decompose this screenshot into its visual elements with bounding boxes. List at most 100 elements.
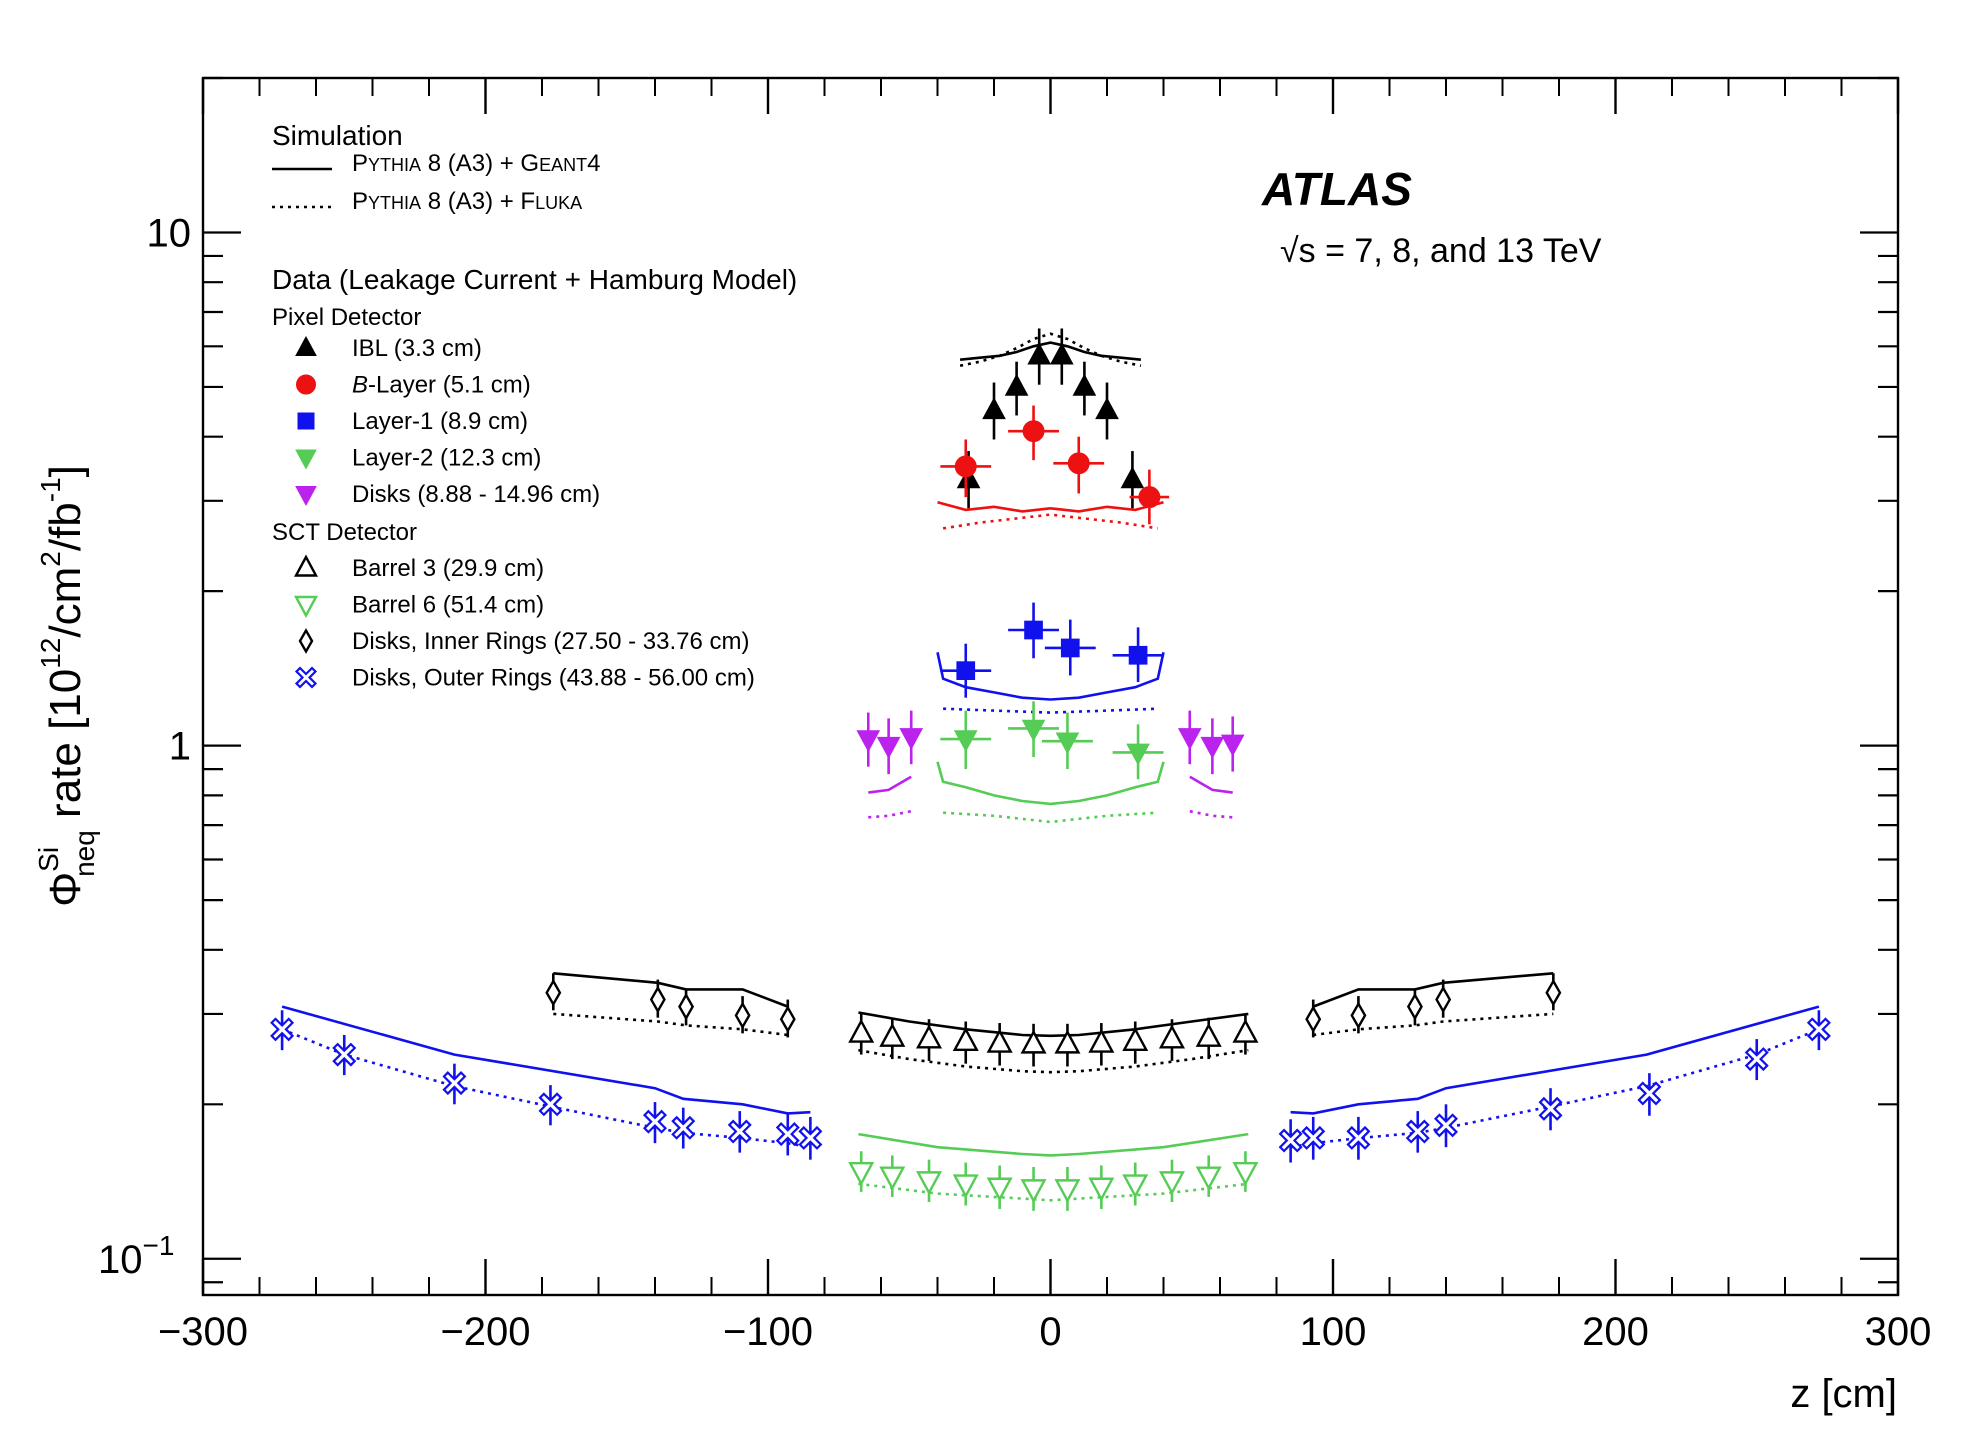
sim-fluka-line bbox=[943, 707, 1158, 714]
data-point bbox=[1433, 1113, 1459, 1138]
data-point bbox=[1405, 1119, 1430, 1144]
data-point bbox=[876, 736, 901, 759]
data-point bbox=[1021, 719, 1046, 742]
data-point bbox=[986, 1028, 1013, 1053]
legend-sct-label: Disks, Inner Rings (27.50 - 33.76 cm) bbox=[352, 628, 750, 655]
legend-marker bbox=[297, 412, 315, 430]
data-point bbox=[986, 1177, 1013, 1202]
data-point bbox=[1054, 1029, 1081, 1054]
data-point bbox=[952, 1026, 979, 1052]
data-point bbox=[538, 1092, 563, 1117]
data-point bbox=[1022, 420, 1045, 443]
data-point bbox=[1195, 1166, 1222, 1191]
data-point bbox=[1049, 342, 1074, 365]
x-tick-label: −300 bbox=[158, 1310, 248, 1354]
sim-geant4-line bbox=[858, 1132, 1249, 1157]
sim-geant4-line bbox=[937, 501, 1164, 513]
series-ibl bbox=[956, 328, 1145, 509]
data-point bbox=[1406, 992, 1423, 1021]
data-point bbox=[1435, 985, 1452, 1014]
x-tick-label: 200 bbox=[1582, 1310, 1649, 1354]
legend-marker bbox=[295, 335, 317, 356]
data-point bbox=[1122, 1174, 1149, 1199]
legend-sct-label: Barrel 6 (51.4 cm) bbox=[352, 592, 544, 619]
series-diskouter bbox=[270, 1005, 1831, 1163]
data-point bbox=[1158, 1171, 1185, 1196]
legend-pixel-label: Layer-2 (12.3 cm) bbox=[352, 445, 541, 472]
data-point bbox=[727, 1119, 752, 1144]
data-point bbox=[956, 466, 981, 489]
legend-marker bbox=[295, 486, 317, 507]
sim-fluka-line bbox=[858, 1182, 1249, 1202]
data-point bbox=[1095, 397, 1119, 420]
data-point bbox=[1305, 1005, 1322, 1034]
sim-geant4-line bbox=[936, 761, 1165, 806]
series-barrel6 bbox=[848, 1132, 1259, 1211]
data-point bbox=[1126, 743, 1150, 766]
legend-sim-label: PYTHIA 8 (A3) + FLUKA bbox=[352, 188, 582, 215]
series-layer1 bbox=[936, 602, 1165, 714]
data-point bbox=[848, 1018, 875, 1043]
data-point bbox=[1545, 978, 1562, 1007]
sim-geant4-line bbox=[281, 1005, 811, 1115]
legend-sim-label-text: PYTHIA 8 (A3) + GEANT4 bbox=[352, 150, 601, 177]
data-point bbox=[1128, 645, 1148, 665]
data-point bbox=[1138, 486, 1161, 509]
data-point bbox=[1067, 452, 1090, 475]
data-point bbox=[678, 992, 695, 1021]
legend-pixel-label: Layer-1 (8.9 cm) bbox=[352, 408, 528, 435]
series-barrel3 bbox=[848, 1011, 1259, 1074]
data-point bbox=[1055, 732, 1080, 755]
data-point bbox=[1027, 342, 1052, 365]
data-point bbox=[1637, 1081, 1662, 1106]
data-point bbox=[442, 1071, 467, 1096]
x-tick-label: 300 bbox=[1865, 1310, 1932, 1354]
data-point bbox=[856, 730, 881, 753]
data-point bbox=[270, 1017, 295, 1042]
x-tick-label: 0 bbox=[1039, 1310, 1061, 1354]
series-pixdisks bbox=[856, 710, 1245, 819]
legend-sct-header: SCT Detector bbox=[272, 519, 417, 546]
data-point bbox=[953, 730, 978, 753]
legend-pixel-label: B-Layer (5.1 cm) bbox=[352, 372, 531, 399]
x-tick-label: 100 bbox=[1300, 1310, 1367, 1354]
plot-area bbox=[270, 328, 1831, 1211]
series-layer2 bbox=[936, 701, 1165, 824]
data-point bbox=[642, 1109, 668, 1134]
data-point bbox=[734, 1001, 751, 1030]
legend-simulation-header: Simulation bbox=[272, 120, 403, 151]
legend-sct-label: Barrel 3 (29.9 cm) bbox=[352, 555, 544, 582]
data-point bbox=[545, 978, 562, 1007]
data-point bbox=[1232, 1018, 1259, 1043]
x-tick-label: −200 bbox=[440, 1310, 530, 1354]
data-point bbox=[1088, 1028, 1115, 1053]
data-point bbox=[1744, 1047, 1769, 1072]
data-point bbox=[1122, 1026, 1149, 1052]
legend-pixel-label: IBL (3.3 cm) bbox=[352, 335, 482, 362]
data-point bbox=[1072, 373, 1097, 396]
data-point bbox=[1004, 373, 1029, 396]
sim-fluka-line bbox=[858, 1048, 1249, 1074]
legend-marker bbox=[293, 554, 319, 577]
data-point bbox=[1020, 1029, 1047, 1054]
data-point bbox=[1120, 466, 1145, 489]
data-point bbox=[1350, 1001, 1367, 1030]
data-point bbox=[1806, 1017, 1831, 1042]
legend-sim-label: PYTHIA 8 (A3) + GEANT4 bbox=[352, 150, 601, 177]
data-point bbox=[1020, 1179, 1047, 1204]
legend-sct-label: Disks, Outer Rings (43.88 - 56.00 cm) bbox=[352, 665, 755, 692]
x-axis-label: z [cm] bbox=[1790, 1372, 1897, 1416]
data-point bbox=[1232, 1161, 1259, 1187]
legend-marker bbox=[295, 449, 317, 470]
data-point bbox=[952, 1174, 979, 1199]
legend-data-header: Data (Leakage Current + Hamburg Model) bbox=[272, 264, 797, 295]
data-point bbox=[1158, 1024, 1185, 1049]
sim-geant4-line bbox=[868, 775, 912, 794]
y-tick-label: 10−1 bbox=[98, 1230, 174, 1282]
data-point bbox=[649, 985, 666, 1014]
atlas-label: ATLAS bbox=[1261, 163, 1412, 215]
data-point bbox=[954, 455, 977, 478]
